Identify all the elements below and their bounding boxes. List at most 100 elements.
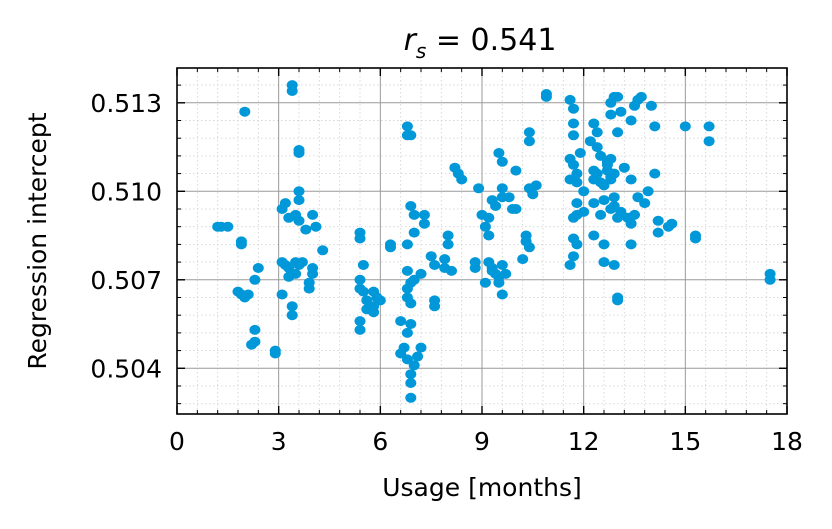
data-point: [568, 103, 579, 114]
data-point: [357, 286, 369, 297]
data-point: [401, 239, 413, 250]
data-point: [249, 324, 261, 335]
data-point: [625, 115, 637, 126]
data-point: [523, 242, 535, 253]
data-point: [598, 195, 610, 206]
data-point: [354, 324, 366, 335]
data-point: [429, 301, 441, 312]
x-tick-label: 15: [669, 427, 701, 456]
data-point: [612, 127, 624, 138]
chart-title: rs = 0.541: [404, 23, 557, 63]
title-subscript: s: [416, 39, 426, 63]
data-point: [252, 263, 264, 273]
y-tick-label: 0.504: [90, 354, 162, 383]
data-point: [584, 136, 596, 147]
data-point: [456, 174, 468, 185]
data-point: [690, 233, 701, 244]
data-point: [418, 209, 430, 220]
data-point: [568, 251, 579, 262]
data-point: [357, 260, 369, 270]
data-point: [540, 91, 552, 102]
data-point: [591, 127, 603, 138]
data-point: [286, 301, 298, 312]
data-point: [642, 186, 654, 197]
axis-ticks: [176, 68, 788, 414]
data-point: [503, 192, 515, 203]
data-point: [293, 148, 305, 158]
x-tick-label: 0: [169, 427, 185, 456]
data-point: [283, 263, 295, 273]
data-point: [615, 106, 627, 117]
data-point: [408, 360, 420, 371]
data-point: [649, 168, 661, 179]
data-point: [612, 91, 624, 102]
data-point: [523, 136, 535, 147]
data-point: [608, 168, 620, 179]
y-tick-labels: 0.504 0.507 0.510 0.513: [90, 89, 162, 383]
data-point: [568, 212, 579, 223]
data-point: [415, 268, 427, 279]
data-point: [595, 209, 607, 220]
data-point: [442, 230, 454, 241]
data-point: [625, 174, 637, 185]
data-point: [490, 201, 502, 211]
data-point: [279, 198, 291, 209]
data-point: [578, 206, 590, 217]
data-point: [401, 283, 413, 294]
data-point: [286, 86, 298, 96]
data-point: [564, 94, 576, 105]
data-point: [598, 239, 610, 250]
data-point: [307, 209, 319, 220]
data-point: [469, 263, 481, 273]
data-point: [412, 351, 424, 362]
data-point: [666, 218, 678, 229]
data-point: [415, 342, 427, 353]
data-point: [629, 209, 640, 220]
x-tick-label: 9: [474, 427, 490, 456]
data-point: [307, 268, 319, 279]
data-point: [354, 316, 366, 327]
data-point: [303, 283, 315, 294]
data-point: [652, 227, 664, 238]
data-point: [405, 319, 417, 329]
data-point: [395, 316, 407, 327]
data-point: [496, 183, 508, 194]
data-point: [523, 127, 535, 138]
data-point: [517, 254, 529, 265]
data-point: [493, 277, 505, 288]
data-point: [401, 265, 413, 276]
data-point: [408, 209, 420, 220]
data-point: [625, 239, 637, 250]
data-point: [442, 239, 454, 250]
data-point: [571, 198, 583, 209]
data-point: [290, 268, 302, 279]
data-point: [293, 186, 305, 197]
data-point: [473, 183, 485, 194]
data-point: [235, 239, 247, 250]
data-point: [405, 298, 417, 309]
y-tick-label: 0.510: [90, 177, 162, 206]
data-point: [530, 180, 542, 191]
data-point: [588, 118, 600, 129]
data-point: [605, 153, 617, 164]
data-point: [395, 348, 407, 359]
data-point: [496, 156, 508, 167]
data-point: [293, 195, 305, 206]
data-point: [510, 204, 522, 214]
data-point: [635, 91, 647, 102]
data-point: [222, 221, 234, 232]
data-points: [212, 80, 776, 403]
data-point: [479, 277, 491, 288]
data-point: [296, 257, 308, 268]
data-point: [703, 136, 715, 147]
title-value: = 0.541: [426, 23, 556, 58]
data-point: [286, 310, 298, 321]
data-point: [385, 242, 396, 253]
title-symbol: r: [404, 23, 418, 58]
data-point: [293, 215, 305, 226]
data-point: [408, 227, 420, 238]
data-point: [608, 260, 620, 270]
data-point: [439, 254, 451, 265]
data-point: [405, 130, 417, 141]
data-point: [496, 260, 508, 270]
